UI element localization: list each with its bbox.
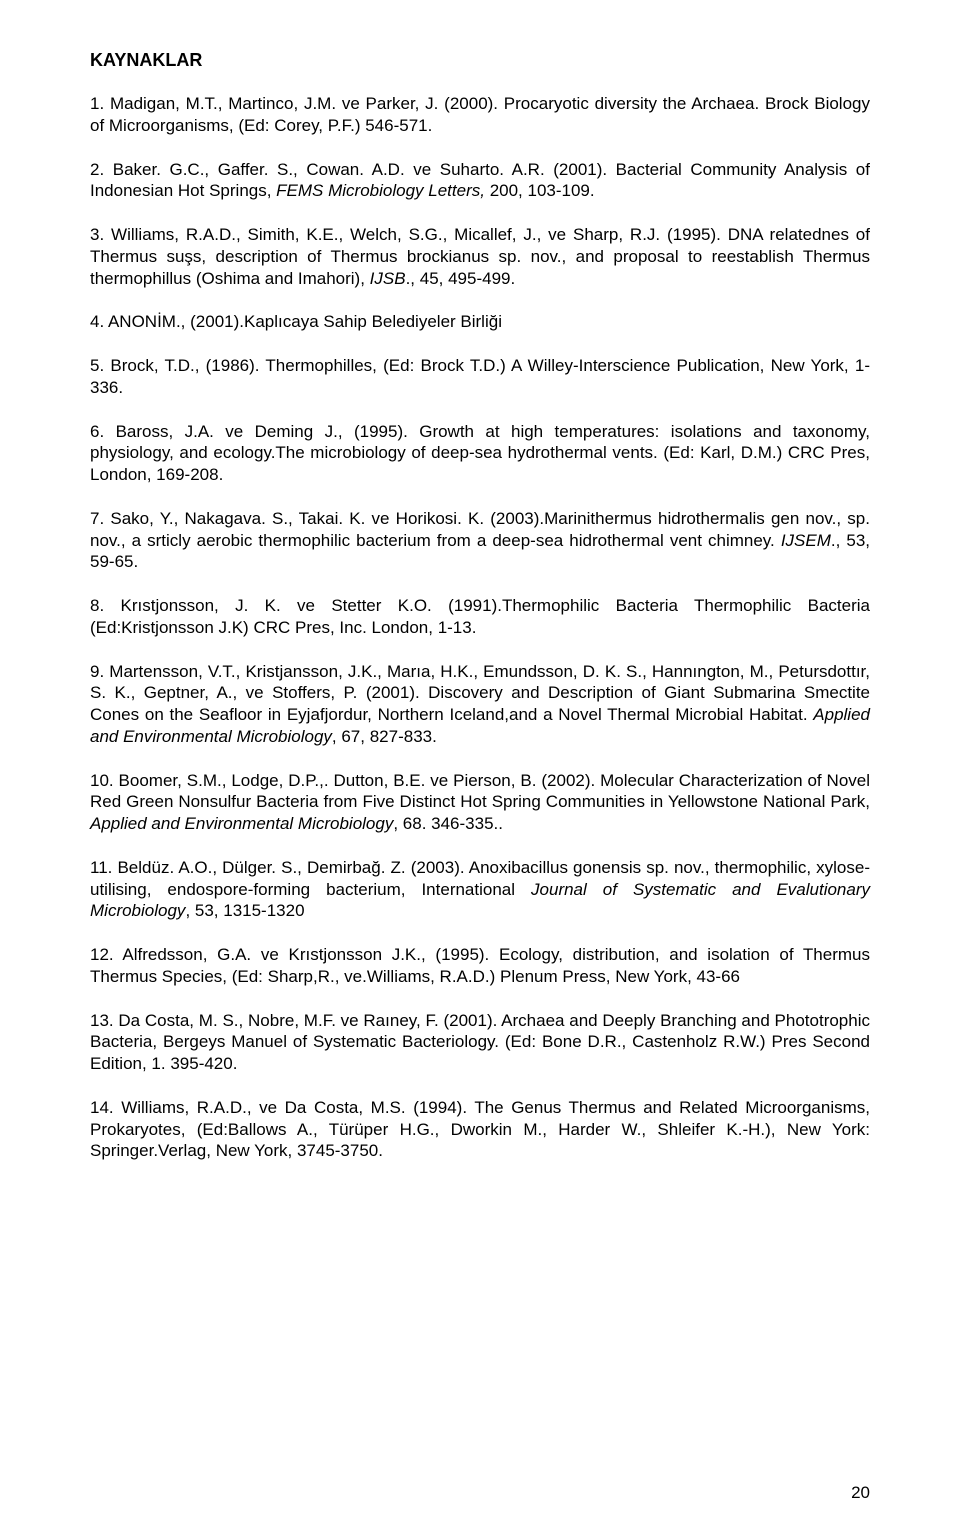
reference-entry: 4. ANONİM., (2001).Kaplıcaya Sahip Beled…: [90, 311, 870, 333]
reference-entry: 8. Krıstjonsson, J. K. ve Stetter K.O. (…: [90, 595, 870, 639]
reference-text-segment: 7. Sako, Y., Nakagava. S., Takai. K. ve …: [90, 509, 870, 550]
reference-entry: 6. Baross, J.A. ve Deming J., (1995). Gr…: [90, 421, 870, 486]
reference-text-segment: ., 45, 495-499.: [406, 269, 516, 288]
reference-text-segment: 4. ANONİM., (2001).Kaplıcaya Sahip Beled…: [90, 312, 502, 331]
references-list: 1. Madigan, M.T., Martinco, J.M. ve Park…: [90, 93, 870, 1162]
reference-text-segment: 1. Madigan, M.T., Martinco, J.M. ve Park…: [90, 94, 870, 135]
reference-text-segment: 6. Baross, J.A. ve Deming J., (1995). Gr…: [90, 422, 870, 485]
document-page: KAYNAKLAR 1. Madigan, M.T., Martinco, J.…: [0, 0, 960, 1537]
reference-text-segment: 14. Williams, R.A.D., ve Da Costa, M.S. …: [90, 1098, 870, 1161]
reference-text-segment: 5. Brock, T.D., (1986). Thermophilles, (…: [90, 356, 870, 397]
section-heading: KAYNAKLAR: [90, 50, 870, 71]
reference-entry: 12. Alfredsson, G.A. ve Krıstjonsson J.K…: [90, 944, 870, 988]
reference-entry: 1. Madigan, M.T., Martinco, J.M. ve Park…: [90, 93, 870, 137]
reference-italic-segment: FEMS Microbiology Letters,: [276, 181, 485, 200]
reference-entry: 13. Da Costa, M. S., Nobre, M.F. ve Raın…: [90, 1010, 870, 1075]
reference-text-segment: 9. Martensson, V.T., Kristjansson, J.K.,…: [90, 662, 870, 725]
reference-text-segment: 10. Boomer, S.M., Lodge, D.P.,. Dutton, …: [90, 771, 870, 812]
reference-entry: 2. Baker. G.C., Gaffer. S., Cowan. A.D. …: [90, 159, 870, 203]
reference-entry: 9. Martensson, V.T., Kristjansson, J.K.,…: [90, 661, 870, 748]
reference-entry: 14. Williams, R.A.D., ve Da Costa, M.S. …: [90, 1097, 870, 1162]
reference-italic-segment: IJSEM: [781, 531, 831, 550]
reference-italic-segment: IJSB: [370, 269, 406, 288]
reference-text-segment: 200, 103-109.: [485, 181, 595, 200]
page-number: 20: [851, 1483, 870, 1503]
reference-text-segment: , 68. 346-335..: [393, 814, 503, 833]
reference-entry: 7. Sako, Y., Nakagava. S., Takai. K. ve …: [90, 508, 870, 573]
reference-text-segment: 8. Krıstjonsson, J. K. ve Stetter K.O. (…: [90, 596, 870, 637]
reference-text-segment: 12. Alfredsson, G.A. ve Krıstjonsson J.K…: [90, 945, 870, 986]
reference-entry: 10. Boomer, S.M., Lodge, D.P.,. Dutton, …: [90, 770, 870, 835]
reference-text-segment: 13. Da Costa, M. S., Nobre, M.F. ve Raın…: [90, 1011, 870, 1074]
reference-italic-segment: Applied and Environmental Microbiology: [90, 814, 393, 833]
reference-text-segment: , 53, 1315-1320: [185, 901, 304, 920]
reference-text-segment: , 67, 827-833.: [332, 727, 437, 746]
reference-entry: 3. Williams, R.A.D., Simith, K.E., Welch…: [90, 224, 870, 289]
reference-entry: 11. Beldüz. A.O., Dülger. S., Demirbağ. …: [90, 857, 870, 922]
reference-entry: 5. Brock, T.D., (1986). Thermophilles, (…: [90, 355, 870, 399]
